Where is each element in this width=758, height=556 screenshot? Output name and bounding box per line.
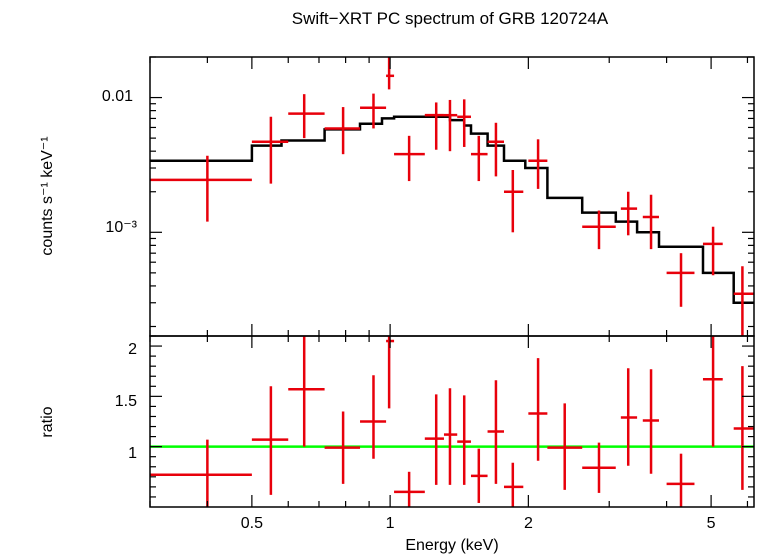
- ratio-data-point: [251, 386, 289, 495]
- ratio-data-point: [443, 388, 458, 485]
- xtick-label-2: 2: [524, 515, 533, 532]
- spectrum-data-point: [528, 139, 548, 189]
- spectrum-data-point: [503, 170, 524, 233]
- ratio-ytick-label-2: 2: [128, 341, 137, 358]
- ratio-data-point: [733, 366, 754, 490]
- ratio-data-point: [702, 336, 723, 447]
- ratio-data-point: [620, 368, 638, 466]
- spectrum-ticks: [149, 56, 754, 336]
- spectrum-data-point: [443, 99, 458, 152]
- xtick-label-5: 5: [707, 515, 716, 532]
- xtick-label-0-5: 0.5: [241, 515, 263, 532]
- spectrum-data-point: [620, 191, 638, 236]
- ratio-data-point: [457, 395, 471, 485]
- spectrum-data-point: [457, 99, 471, 147]
- spectrum-data-point: [424, 102, 444, 150]
- ratio-data-point: [424, 394, 444, 485]
- chart-title: Swift−XRT PC spectrum of GRB 120724A: [292, 9, 609, 28]
- ratio-data-point: [150, 439, 252, 507]
- spectrum-data-layer: [150, 57, 754, 336]
- ratio-data-point: [547, 403, 583, 490]
- ratio-panel: 1 1.5 2 ratio 0.5 1 2 5 Energy (keV): [39, 335, 755, 554]
- spectrum-data-point: [386, 57, 395, 90]
- ratio-ticks: [149, 335, 754, 507]
- spectrum-data-point: [470, 135, 488, 182]
- ratio-data-point: [503, 462, 524, 507]
- spectrum-data-point: [666, 253, 695, 307]
- ratio-data-point: [642, 369, 659, 474]
- ratio-data-point: [528, 358, 548, 461]
- spectrum-data-point: [582, 210, 616, 250]
- spectrum-data-point: [150, 155, 252, 222]
- spectrum-data-point: [702, 226, 723, 276]
- spectrum-data-point: [487, 122, 504, 177]
- xtick-label-1: 1: [386, 515, 395, 532]
- spectrum-data-point: [733, 266, 754, 336]
- x-axis-label: Energy (keV): [405, 537, 498, 554]
- ratio-data-point: [666, 453, 695, 507]
- spectrum-data-point: [642, 194, 659, 250]
- spectrum-data-point: [288, 94, 325, 139]
- ratio-data-point: [360, 375, 387, 459]
- ratio-data-point: [470, 448, 488, 503]
- spectrum-ytick-label-0-01: 0.01: [102, 88, 133, 105]
- spectrum-data-point: [251, 116, 289, 184]
- ratio-ytick-label-1: 1: [128, 445, 137, 462]
- spectrum-panel: 0.01 10⁻³ counts s⁻¹ keV⁻¹: [39, 56, 755, 337]
- ratio-data-point: [288, 336, 325, 447]
- ratio-data-point: [394, 471, 425, 507]
- ratio-data-point: [324, 411, 361, 484]
- ratio-data-point: [487, 380, 504, 484]
- ratio-y-axis-label: ratio: [39, 406, 56, 437]
- spectrum-y-axis-label: counts s⁻¹ keV⁻¹: [39, 136, 56, 255]
- spectrum-data-point: [360, 93, 387, 129]
- ratio-ytick-label-1-5: 1.5: [115, 393, 137, 410]
- spectrum-ytick-label-1e-3: 10⁻³: [105, 219, 137, 236]
- spectrum-data-point: [394, 135, 425, 182]
- ratio-data-layer: [150, 336, 754, 507]
- ratio-data-point: [582, 442, 616, 493]
- spectrum-data-point: [324, 107, 361, 155]
- ratio-panel-frame: [149, 335, 755, 508]
